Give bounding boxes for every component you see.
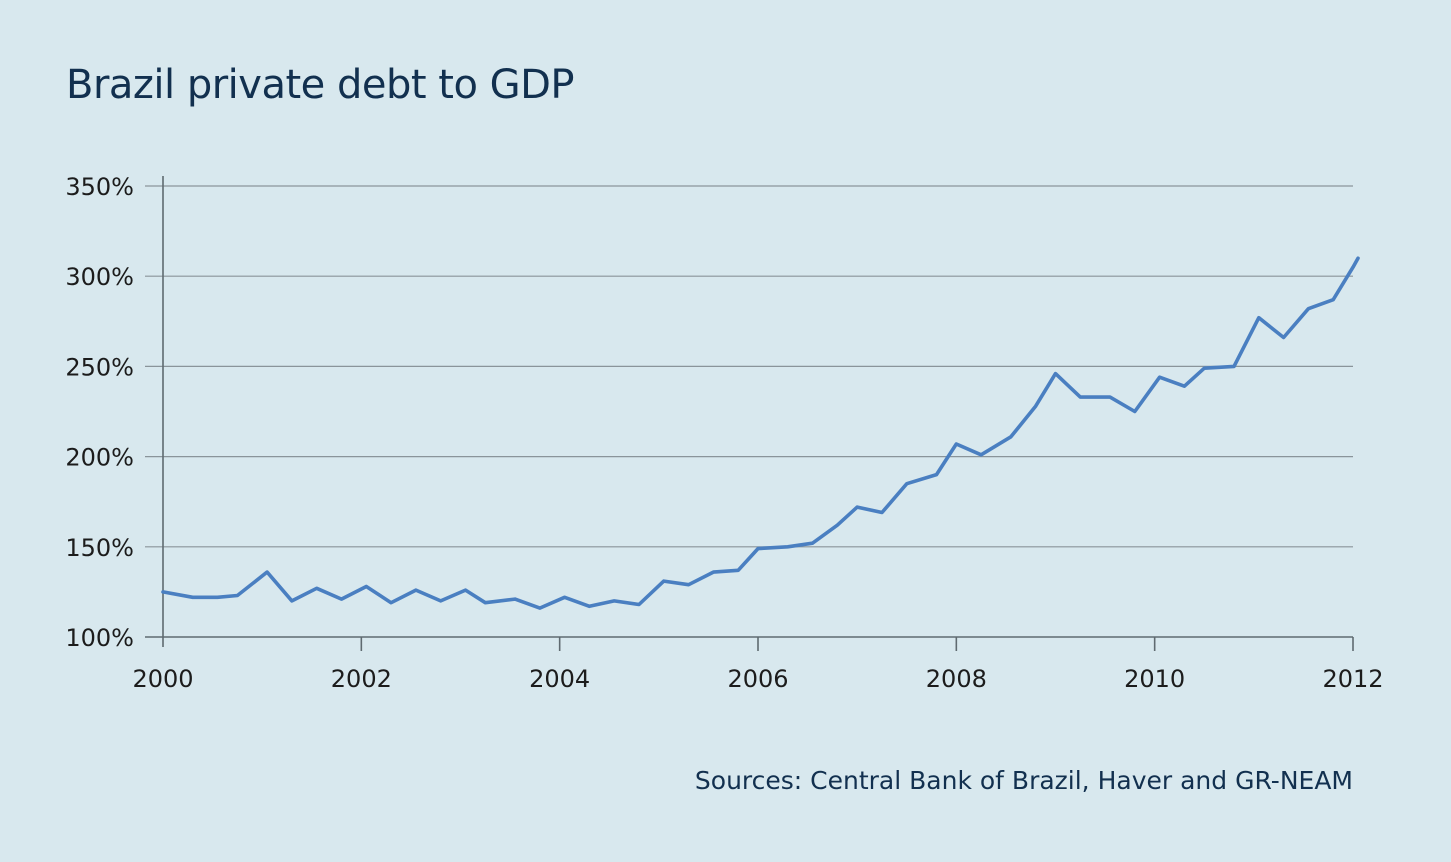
data-point [662, 579, 666, 583]
data-point [1054, 372, 1058, 376]
data-point [364, 585, 368, 589]
data-point [1351, 265, 1355, 269]
data-point [290, 599, 294, 603]
data-point [265, 570, 269, 574]
data-point [1182, 384, 1186, 388]
x-tick-label: 2000 [132, 665, 193, 693]
data-point [587, 604, 591, 608]
data-point [736, 568, 740, 572]
data-point [513, 597, 517, 601]
data-point [483, 601, 487, 605]
axis-layer [145, 176, 1354, 651]
data-point [340, 597, 344, 601]
data-point [1009, 435, 1013, 439]
data-point [1133, 410, 1137, 414]
data-point [464, 588, 468, 592]
x-tick-label: 2008 [926, 665, 987, 693]
data-point [855, 505, 859, 509]
data-point [1034, 404, 1038, 408]
data-point [979, 453, 983, 457]
data-point [439, 599, 443, 603]
data-point [905, 482, 909, 486]
chart-title: Brazil private debt to GDP [66, 62, 575, 108]
data-point [786, 545, 790, 549]
data-point [1078, 395, 1082, 399]
tick-label-layer: 100% 150% 200% 250% 300% 350% 2000 2002 2004 2006… [65, 173, 1383, 693]
x-tick-label: 2006 [727, 665, 788, 693]
data-point [414, 588, 418, 592]
data-point [389, 601, 393, 605]
data-point [1202, 366, 1206, 370]
data-point [687, 583, 691, 587]
data-point [935, 473, 939, 477]
data-point [637, 603, 641, 607]
x-tick-label: 2012 [1322, 665, 1383, 693]
data-point [235, 594, 239, 598]
data-point [954, 442, 958, 446]
data-point [1257, 316, 1261, 320]
grid-layer [145, 185, 1353, 548]
source-note: Sources: Central Bank of Brazil, Haver a… [694, 766, 1353, 795]
data-point [1282, 336, 1286, 340]
x-tick-label: 2010 [1124, 665, 1185, 693]
data-point [1158, 375, 1162, 379]
y-tick-label: 100% [65, 624, 134, 652]
data-point [161, 590, 165, 594]
data-point [216, 595, 220, 599]
data-point [811, 541, 815, 545]
y-tick-label: 200% [65, 444, 134, 472]
y-tick-label: 350% [65, 173, 134, 201]
data-point [315, 586, 319, 590]
series-line [161, 256, 1360, 610]
series-layer [161, 256, 1360, 610]
data-point [563, 595, 567, 599]
x-tick-label: 2004 [529, 665, 590, 693]
data-point [835, 523, 839, 527]
data-point [538, 606, 542, 610]
data-point [1356, 256, 1360, 260]
data-point [612, 599, 616, 603]
y-tick-label: 300% [65, 263, 134, 291]
y-tick-label: 150% [65, 534, 134, 562]
data-point [191, 595, 195, 599]
y-tick-label: 250% [65, 353, 134, 381]
data-point [756, 547, 760, 551]
data-point [711, 570, 715, 574]
data-point [1331, 298, 1335, 302]
data-point [1232, 364, 1236, 368]
data-point [1306, 307, 1310, 311]
data-point [1108, 395, 1112, 399]
data-point [880, 511, 884, 515]
x-tick-label: 2002 [331, 665, 392, 693]
